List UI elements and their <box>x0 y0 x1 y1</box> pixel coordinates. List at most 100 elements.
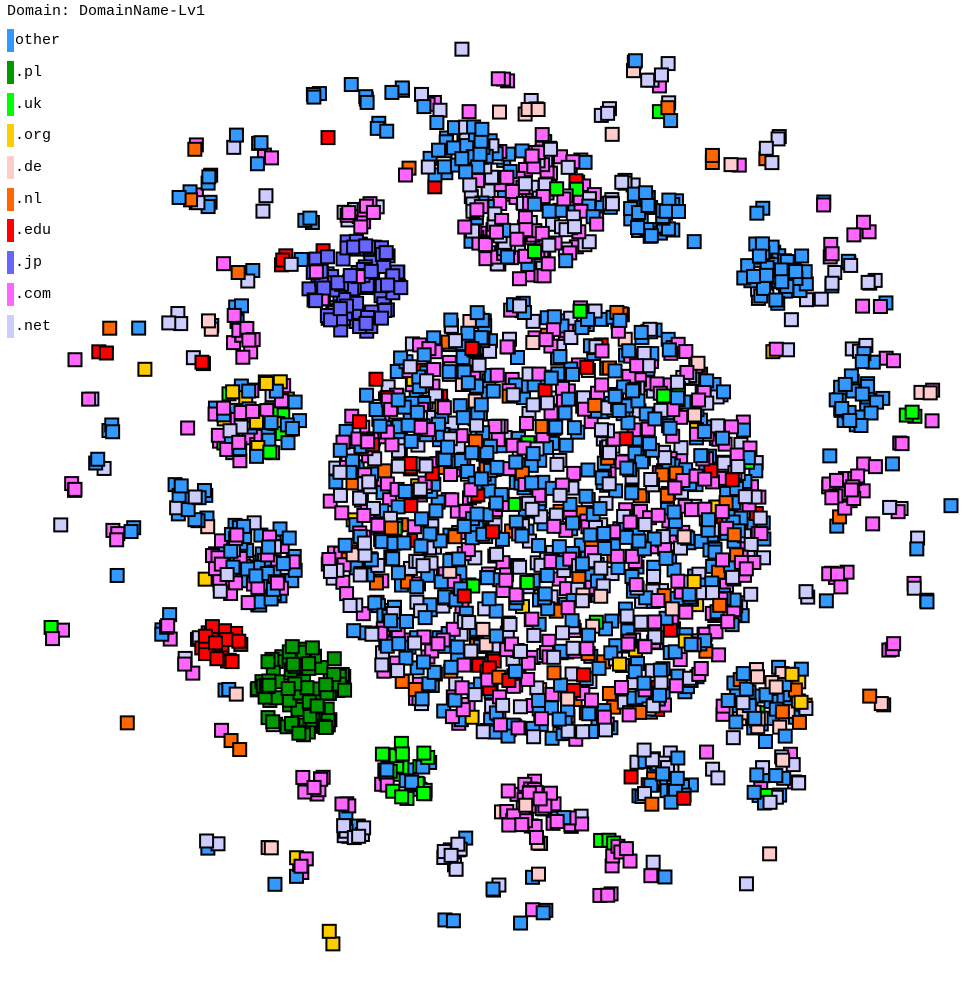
node[interactable] <box>607 388 623 404</box>
node[interactable] <box>341 205 357 221</box>
node[interactable] <box>818 593 834 609</box>
node[interactable] <box>263 840 279 856</box>
node[interactable] <box>922 385 938 401</box>
node[interactable] <box>594 377 610 393</box>
node[interactable] <box>558 437 574 453</box>
node[interactable] <box>593 422 609 438</box>
node[interactable] <box>862 688 878 704</box>
node[interactable] <box>643 471 659 487</box>
node[interactable] <box>343 77 359 93</box>
node[interactable] <box>541 203 557 219</box>
node[interactable] <box>261 539 277 555</box>
node[interactable] <box>757 734 773 750</box>
node[interactable] <box>650 507 666 523</box>
node[interactable] <box>109 567 125 583</box>
node[interactable] <box>723 157 739 173</box>
node[interactable] <box>511 271 527 287</box>
node[interactable] <box>472 146 488 162</box>
node[interactable] <box>352 567 368 583</box>
node[interactable] <box>745 268 761 284</box>
node[interactable] <box>618 841 634 857</box>
node[interactable] <box>565 366 581 382</box>
node[interactable] <box>865 516 881 532</box>
node[interactable] <box>855 298 871 314</box>
node[interactable] <box>751 248 767 264</box>
node[interactable] <box>671 204 687 220</box>
node[interactable] <box>720 614 736 630</box>
node[interactable] <box>622 853 638 869</box>
node[interactable] <box>794 248 810 264</box>
node[interactable] <box>458 164 474 180</box>
node[interactable] <box>374 657 390 673</box>
node[interactable] <box>738 876 754 892</box>
node[interactable] <box>457 219 473 235</box>
node[interactable] <box>216 400 232 416</box>
node[interactable] <box>504 183 520 199</box>
node[interactable] <box>828 472 844 488</box>
node[interactable] <box>524 148 540 164</box>
node[interactable] <box>655 766 671 782</box>
node[interactable] <box>749 205 765 221</box>
node[interactable] <box>601 685 617 701</box>
node[interactable] <box>669 390 685 406</box>
node[interactable] <box>507 663 523 679</box>
node[interactable] <box>351 414 367 430</box>
node[interactable] <box>358 238 374 254</box>
node[interactable] <box>123 524 139 540</box>
node[interactable] <box>235 349 251 365</box>
node[interactable] <box>512 559 528 575</box>
node[interactable] <box>512 699 528 715</box>
node[interactable] <box>481 591 497 607</box>
node[interactable] <box>612 312 628 328</box>
node[interactable] <box>488 495 504 511</box>
node[interactable] <box>295 769 311 785</box>
node[interactable] <box>620 415 636 431</box>
node[interactable] <box>485 524 501 540</box>
node[interactable] <box>390 663 406 679</box>
node[interactable] <box>334 505 350 521</box>
node[interactable] <box>351 828 367 844</box>
node[interactable] <box>102 320 118 336</box>
node[interactable] <box>532 791 548 807</box>
node[interactable] <box>735 666 751 682</box>
node[interactable] <box>512 298 528 314</box>
node[interactable] <box>886 636 902 652</box>
node[interactable] <box>791 714 807 730</box>
node[interactable] <box>269 575 285 591</box>
node[interactable] <box>714 552 730 568</box>
node[interactable] <box>783 312 799 328</box>
node[interactable] <box>653 67 669 83</box>
node[interactable] <box>633 614 649 630</box>
node[interactable] <box>669 374 685 390</box>
node[interactable] <box>846 227 862 243</box>
node[interactable] <box>768 341 784 357</box>
node[interactable] <box>699 744 715 760</box>
node[interactable] <box>693 661 709 677</box>
node[interactable] <box>629 358 645 374</box>
node[interactable] <box>443 847 459 863</box>
node[interactable] <box>560 691 576 707</box>
node[interactable] <box>396 535 412 551</box>
node[interactable] <box>909 541 925 557</box>
node[interactable] <box>693 448 709 464</box>
node[interactable] <box>529 829 545 845</box>
node[interactable] <box>67 481 83 497</box>
node[interactable] <box>860 274 876 290</box>
legend-item[interactable]: .jp <box>7 247 205 279</box>
node[interactable] <box>669 770 685 786</box>
node[interactable] <box>581 706 597 722</box>
node[interactable] <box>249 448 265 464</box>
node[interactable] <box>641 436 657 452</box>
node[interactable] <box>627 53 643 69</box>
node[interactable] <box>228 127 244 143</box>
node[interactable] <box>924 413 940 429</box>
node[interactable] <box>489 546 505 562</box>
node[interactable] <box>489 367 505 383</box>
node[interactable] <box>600 887 616 903</box>
node[interactable] <box>843 482 859 498</box>
node[interactable] <box>714 504 730 520</box>
node[interactable] <box>495 697 511 713</box>
node[interactable] <box>384 84 400 100</box>
node[interactable] <box>656 388 672 404</box>
node[interactable] <box>526 729 542 745</box>
